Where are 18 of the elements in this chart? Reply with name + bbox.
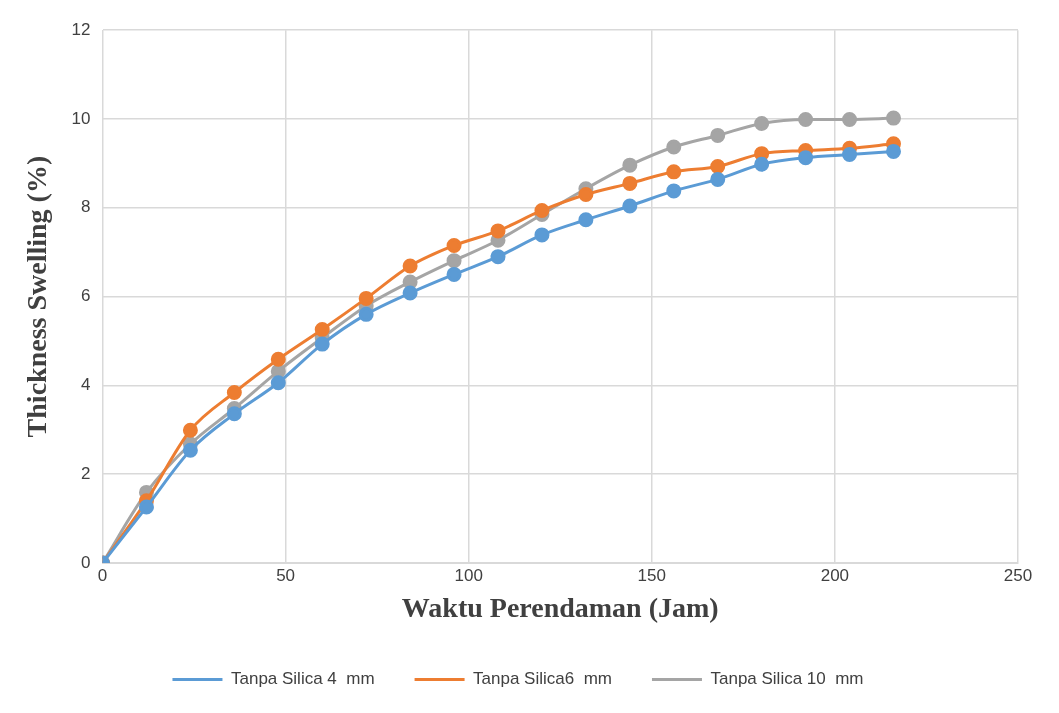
- x-axis-title: Waktu Perendaman (Jam): [401, 592, 719, 624]
- legend-label: Tanpa Silica6 mm: [473, 669, 612, 689]
- x-tick-label: 100: [454, 565, 483, 585]
- y-tick-label: 8: [81, 197, 91, 217]
- y-tick-label: 4: [81, 375, 91, 395]
- x-tick-label: 200: [820, 565, 850, 585]
- y-tick-label: 2: [81, 463, 91, 483]
- y-tick-label: 6: [81, 286, 91, 306]
- y-tick-label: 12: [71, 19, 91, 39]
- x-tick-label: 250: [1003, 565, 1033, 585]
- x-tick-label: 0: [97, 565, 108, 585]
- y-tick-label: 10: [71, 108, 91, 128]
- legend-label: Tanpa Silica 4 mm: [230, 669, 375, 689]
- y-tick-label: 0: [81, 552, 91, 572]
- x-tick-label: 150: [637, 565, 666, 585]
- x-tick-label: 50: [276, 565, 296, 585]
- y-axis-title: Thickness Swelling (%): [21, 155, 53, 438]
- legend-label: Tanpa Silica 10 mm: [710, 669, 864, 689]
